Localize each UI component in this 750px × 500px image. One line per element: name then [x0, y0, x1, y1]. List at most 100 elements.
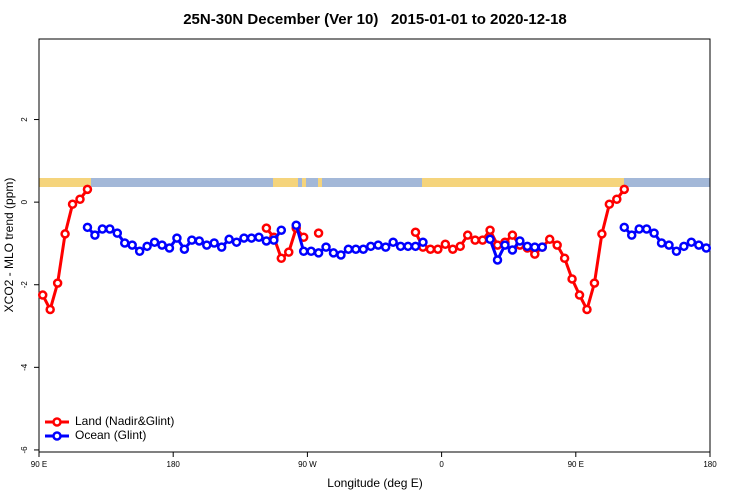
data-point — [612, 194, 622, 204]
data-point — [358, 244, 369, 254]
data-point — [239, 233, 249, 243]
data-point — [298, 246, 309, 257]
data-point — [440, 239, 451, 250]
data-point — [209, 238, 219, 248]
data-point — [37, 290, 48, 300]
data-point — [67, 199, 78, 209]
data-point — [500, 240, 510, 250]
data-point — [343, 244, 354, 254]
data-point — [552, 240, 562, 250]
data-point — [52, 278, 63, 288]
legend-marker — [52, 431, 62, 441]
y-tick-label: -2 — [20, 281, 29, 289]
data-point — [477, 235, 488, 245]
data-point — [269, 235, 279, 245]
legend-label: Land (Nadir&Glint) — [75, 414, 174, 428]
chart-title: 25N-30N December (Ver 10) 2015-01-01 to … — [183, 11, 567, 28]
data-point — [313, 248, 324, 258]
legend-marker — [52, 417, 62, 427]
data-point — [134, 246, 145, 257]
data-point — [306, 246, 316, 257]
series-line — [41, 188, 89, 314]
data-point — [515, 236, 525, 246]
data-point — [619, 222, 630, 233]
data-point — [187, 235, 197, 245]
land-strip — [273, 178, 298, 187]
data-point — [261, 236, 272, 246]
x-tick-label: 180 — [167, 460, 181, 469]
y-axis-label: XCO2 - MLO trend (ppm) — [2, 178, 16, 313]
data-point — [328, 248, 339, 258]
x-tick-label: 90 W — [298, 460, 317, 469]
y-tick-label: -6 — [20, 446, 29, 454]
data-point — [276, 253, 287, 264]
data-point — [679, 241, 689, 252]
data-point — [164, 243, 175, 253]
data-point — [597, 229, 607, 239]
data-point — [589, 278, 600, 288]
legend-label: Ocean (Glint) — [75, 428, 146, 442]
data-point — [448, 244, 458, 254]
data-point — [492, 240, 503, 250]
data-point — [276, 225, 287, 235]
data-point — [172, 233, 182, 243]
ocean-strip — [39, 178, 710, 187]
data-point — [522, 241, 533, 252]
data-point — [694, 240, 704, 250]
data-point — [351, 244, 361, 254]
data-point — [410, 241, 421, 252]
data-point — [202, 240, 212, 250]
data-point — [485, 225, 495, 235]
data-point — [604, 199, 615, 209]
data-point — [395, 241, 406, 252]
data-point — [60, 229, 70, 239]
data-point — [119, 238, 130, 248]
x-tick-label: 0 — [439, 460, 444, 469]
data-point — [194, 236, 205, 246]
data-point — [373, 240, 383, 250]
data-point — [455, 241, 465, 252]
data-point — [641, 224, 652, 234]
data-point — [82, 184, 93, 195]
data-point — [649, 228, 659, 238]
data-point — [619, 184, 630, 195]
y-tick-label: 2 — [20, 117, 29, 122]
data-point — [231, 237, 242, 247]
data-point — [321, 242, 331, 252]
land-mask — [39, 178, 710, 187]
land-strip — [302, 178, 306, 187]
data-point — [246, 233, 257, 243]
y-tick-label: -4 — [20, 363, 29, 371]
data-point — [112, 228, 123, 238]
data-point — [82, 222, 93, 233]
data-point — [105, 224, 115, 234]
data-point — [626, 230, 637, 240]
data-point — [425, 244, 436, 254]
data-point — [313, 228, 324, 238]
data-point — [75, 194, 85, 204]
data-point — [97, 224, 108, 234]
data-point — [403, 241, 413, 252]
data-point — [664, 240, 674, 250]
data-point — [559, 253, 570, 264]
data-point — [284, 247, 294, 257]
data-point — [261, 223, 272, 233]
data-point — [179, 244, 190, 254]
data-point — [485, 234, 495, 245]
data-point — [410, 227, 421, 238]
x-tick-label: 90 E — [568, 460, 584, 469]
data-point — [336, 250, 346, 260]
data-point — [634, 224, 644, 234]
data-point — [462, 230, 473, 240]
data-point — [157, 240, 167, 250]
data-point — [418, 237, 428, 247]
data-point — [224, 234, 234, 245]
y-tick-label: 0 — [20, 199, 29, 204]
data-point — [507, 245, 518, 255]
land-strip — [318, 178, 322, 187]
data-point — [582, 304, 592, 315]
data-point — [380, 242, 391, 252]
data-point — [574, 290, 585, 300]
